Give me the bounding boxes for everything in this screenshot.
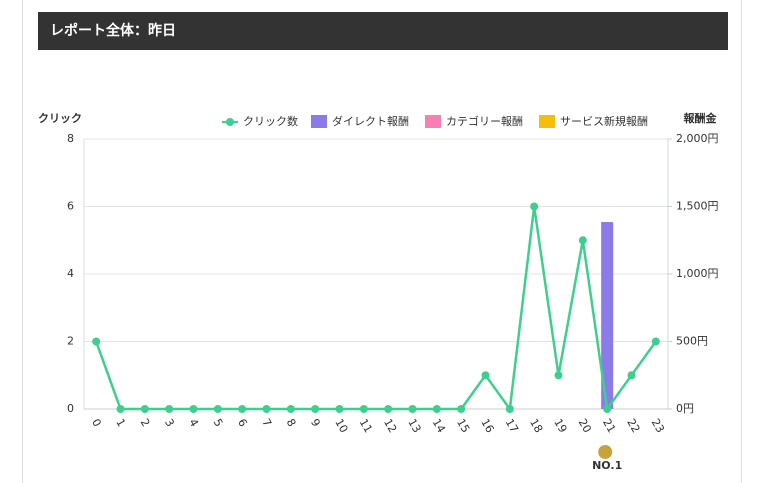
point <box>92 337 101 346</box>
x-tick-label: 7 <box>259 417 274 430</box>
badge-coin <box>598 445 613 459</box>
point <box>651 337 660 346</box>
legend-swatch <box>425 115 441 128</box>
y2-axis-label: 報酬金 <box>684 111 718 125</box>
point <box>505 405 514 413</box>
point <box>213 405 222 413</box>
x-tick-label: 3 <box>162 417 177 430</box>
point <box>554 371 563 380</box>
point <box>311 405 320 413</box>
x-tick-label: 9 <box>308 417 323 430</box>
x-tick-label: 4 <box>186 417 201 430</box>
y-axis-label: クリック <box>38 112 82 125</box>
point <box>165 405 174 413</box>
y2-tick-label: 2,000円 <box>676 132 719 145</box>
point <box>578 236 587 245</box>
x-tick-label: 22 <box>624 417 642 436</box>
legend-label: カテゴリー報酬 <box>446 114 523 128</box>
x-tick-label: 5 <box>211 417 226 430</box>
point <box>359 405 368 413</box>
x-tick-label: 15 <box>454 417 472 436</box>
point <box>189 405 198 413</box>
x-tick-label: 2 <box>138 417 153 430</box>
y2-tick-label: 1,000円 <box>676 267 719 280</box>
y2-tick-label: 0円 <box>676 402 694 415</box>
x-tick-label: 23 <box>649 417 667 436</box>
point <box>603 405 612 413</box>
x-tick-label: 20 <box>576 417 594 436</box>
line <box>94 206 657 413</box>
legend-swatch <box>539 115 555 128</box>
legend-label: サービス新規報酬 <box>560 114 648 128</box>
header-title: レポート全体：昨日 <box>38 12 728 50</box>
panel <box>22 0 742 483</box>
point <box>286 405 295 413</box>
point <box>530 202 539 211</box>
x-tick-label: 19 <box>551 417 569 436</box>
x-tick-label: 16 <box>478 417 496 436</box>
point <box>457 405 466 413</box>
x-tick-label: 17 <box>503 417 521 436</box>
x-tick-label: 11 <box>357 417 375 436</box>
x-tick-label: 0 <box>89 417 104 430</box>
x-tick-label: 12 <box>381 417 399 436</box>
y-tick-label: 0 <box>67 402 74 415</box>
point <box>408 405 417 413</box>
point <box>116 405 125 413</box>
y-tick-label: 6 <box>67 200 74 213</box>
point <box>140 405 149 413</box>
bar <box>601 222 614 409</box>
y-tick-label: 8 <box>67 132 74 145</box>
x-tick-label: 18 <box>527 417 545 436</box>
y-tick-label: 2 <box>67 335 74 348</box>
x-tick-label: 21 <box>600 417 618 436</box>
legend-label: ダイレクト報酬 <box>332 114 409 128</box>
badge: NO.1 <box>592 459 622 472</box>
point <box>384 405 393 413</box>
legend-swatch <box>311 115 327 128</box>
legend-swatch <box>226 118 234 126</box>
y2-tick-label: 500円 <box>676 335 708 348</box>
y2-tick-label: 1,500円 <box>676 200 719 213</box>
point <box>262 405 271 413</box>
point <box>335 405 344 413</box>
x-tick-label: 14 <box>430 417 448 436</box>
y-tick-label: 4 <box>67 267 74 280</box>
x-tick-label: 8 <box>284 417 299 430</box>
x-tick-label: 6 <box>235 417 250 430</box>
x-tick-label: 10 <box>332 417 350 436</box>
legend-label: クリック数 <box>243 115 298 128</box>
x-tick-label: 1 <box>113 417 128 430</box>
x-tick-label: 13 <box>405 417 423 436</box>
point <box>627 371 636 380</box>
point <box>432 405 441 413</box>
point <box>481 371 490 380</box>
point <box>238 405 247 413</box>
